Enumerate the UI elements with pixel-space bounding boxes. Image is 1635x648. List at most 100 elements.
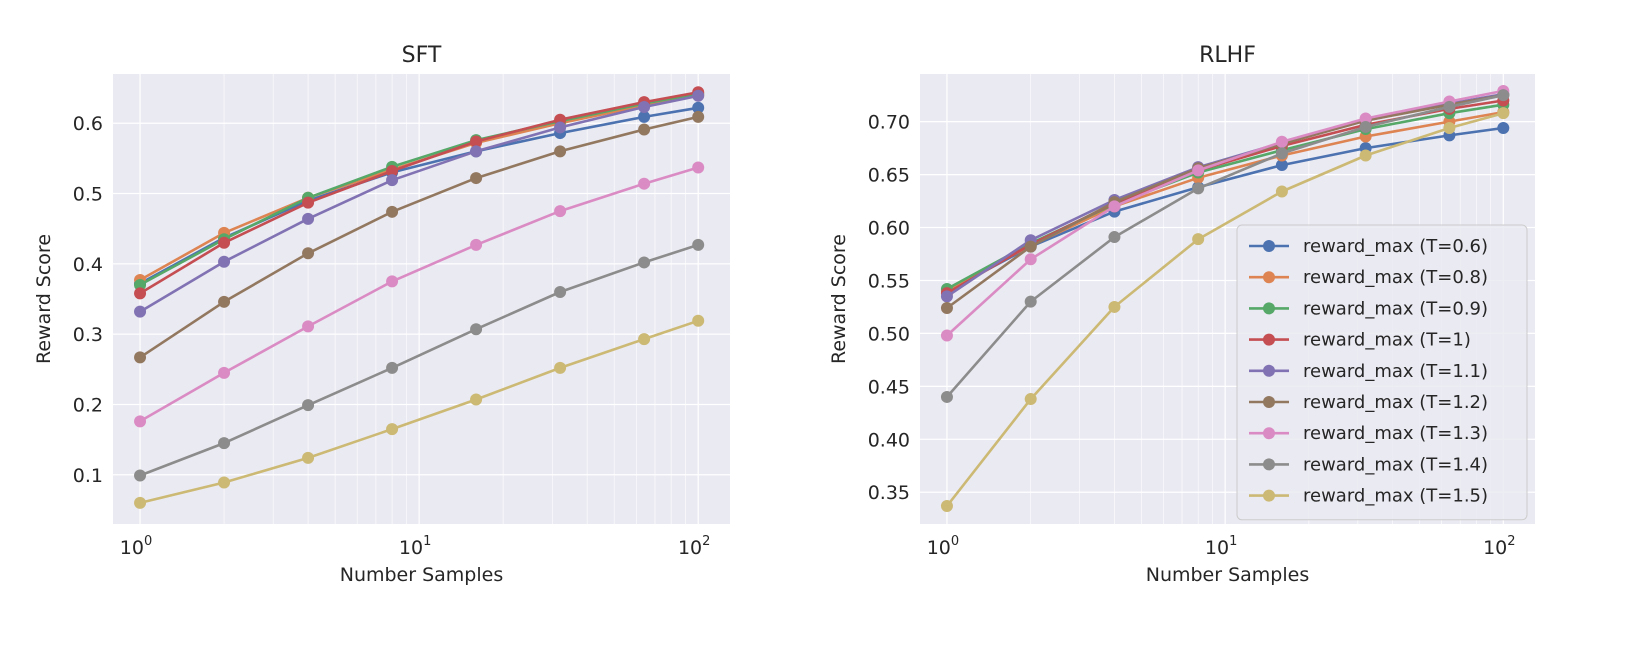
data-point [218,236,231,249]
data-point [1108,300,1121,313]
y-tick-label: 0.70 [868,112,910,134]
series-line [139,243,699,477]
data-point [302,399,315,412]
series-line [946,99,1504,295]
legend-marker [1263,364,1275,377]
legend-entry-label: reward_max (T=1.1) [1303,361,1488,382]
data-point [554,121,567,134]
data-point [1443,122,1456,134]
legend-box [1236,224,1528,521]
series-line [139,92,699,287]
y-tick-label: 0.5 [73,184,103,206]
data-point [134,287,147,300]
y-tick-label: 0.1 [73,465,103,487]
y-tick-label: 0.60 [868,218,910,240]
data-point [1024,393,1037,406]
data-point [218,366,231,379]
data-point [940,329,953,342]
data-point [1275,185,1288,198]
data-point [218,476,231,489]
legend-marker [1263,302,1275,315]
data-point [1192,164,1205,177]
sft-panel: 0.1 0.2 0.3 0.4 0.5 0.6 100 101 102 SFT Number Sam… [33,43,730,586]
series-6 [134,161,705,428]
data-point [1024,253,1037,266]
legend-marker [1263,333,1275,346]
x-tick-label: 100 [927,534,959,559]
data-point [134,305,147,318]
chart-title: RLHF [1199,43,1256,68]
data-point [218,295,231,308]
series-7 [940,89,1510,403]
legend-marker [1263,240,1275,252]
y-tick-label: 0.2 [73,394,103,416]
data-point [692,314,705,327]
legend-marker [1263,396,1275,408]
data-point [554,205,567,218]
y-tick-label: 0.3 [73,324,103,346]
y-tick-label: 0.6 [73,113,103,135]
plot-area [113,74,730,524]
x-tick-label: 100 [120,534,152,559]
y-tick-label: 0.35 [868,482,910,504]
data-point [1275,135,1288,148]
data-point [386,361,399,374]
data-point [1275,159,1288,172]
series-line [139,115,699,359]
data-point [302,212,315,225]
x-axis-label: Number Samples [1146,564,1310,586]
x-tick-label: 101 [399,534,431,559]
x-tick-label: 102 [678,534,710,559]
series-line [946,89,1504,337]
legend-marker [1263,489,1275,502]
data-point [386,205,399,218]
y-tick-label: 0.55 [868,270,910,292]
data-point [134,496,147,509]
data-point [134,469,147,482]
data-point [638,333,651,346]
data-point [470,145,483,158]
data-point [1497,107,1510,120]
data-point [470,135,483,148]
data-point [1192,233,1205,246]
data-point [692,238,705,251]
series-line [946,93,1504,398]
data-point [302,247,315,260]
data-point [940,302,953,314]
series-6 [940,84,1510,342]
legend-marker [1263,427,1275,440]
y-tick-label: 0.65 [868,165,910,187]
data-point [638,110,651,123]
y-tick-label: 0.50 [868,323,910,345]
data-point [1275,147,1288,160]
data-point [692,161,705,174]
data-point [470,238,483,251]
data-point [638,256,651,269]
data-point [1359,112,1372,125]
data-point [554,361,567,374]
data-point [1024,240,1037,253]
series-4 [134,89,705,318]
data-point [470,172,483,185]
data-point [1359,120,1372,133]
x-tick-label: 102 [1483,534,1515,559]
data-point [302,320,315,333]
data-point [940,290,953,303]
data-point [1359,149,1372,162]
data-point [1497,89,1510,102]
series-8 [940,107,1510,512]
data-point [692,89,705,102]
series-line [139,94,699,313]
data-point [302,196,315,209]
data-point [1108,200,1121,213]
data-point [1192,182,1205,195]
data-point [1443,100,1456,113]
legend-marker [1263,458,1275,471]
legend-entry-label: reward_max (T=1.2) [1303,392,1488,413]
series-line [139,166,699,423]
legend-entry-label: reward_max (T=0.8) [1303,267,1488,288]
y-axis-label: Reward Score [33,234,55,364]
data-point [134,278,147,291]
y-tick-label: 0.45 [868,376,910,398]
data-point [386,275,399,288]
